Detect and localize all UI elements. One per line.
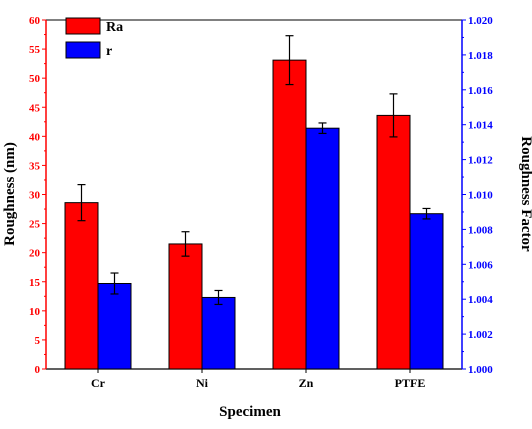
y2-axis-title: Roughness Factor	[518, 136, 532, 252]
y-axis-title: Roughness (nm)	[2, 142, 18, 246]
left-tick-label: 40	[29, 131, 41, 143]
right-tick-label: 1.018	[468, 50, 493, 62]
right-tick-label: 1.002	[468, 329, 493, 341]
x-tick-label-ni: Ni	[196, 376, 209, 390]
left-tick-label: 45	[29, 102, 41, 114]
bars-layer	[64, 59, 444, 370]
bar-r-cr	[97, 282, 132, 370]
legend-label-ra: Ra	[106, 20, 123, 35]
bar-ra-cr	[64, 202, 99, 370]
x-tick-label-cr: Cr	[91, 376, 106, 390]
legend-swatch-r	[65, 41, 101, 59]
right-axis: 1.000 1.002 1.004 1.006 1.008 1.010 1.012 1.014…	[461, 15, 493, 376]
right-tick-label: 1.020	[468, 15, 493, 27]
left-tick-label: 55	[29, 44, 41, 56]
left-tick-label: 35	[29, 160, 41, 172]
left-tick-label: 0	[35, 364, 41, 376]
bar-r-ptfe	[409, 213, 444, 370]
left-tick-label: 20	[29, 248, 41, 260]
right-tick-label: 1.000	[468, 364, 493, 376]
right-tick-label: 1.006	[468, 259, 493, 271]
right-tick-label: 1.012	[468, 155, 493, 167]
error-bars-layer	[77, 35, 431, 306]
right-tick-label: 1.004	[468, 294, 493, 306]
legend-swatch-ra	[65, 17, 101, 35]
right-tick-label: 1.008	[468, 224, 493, 236]
left-tick-label: 10	[29, 306, 41, 318]
left-axis: 0 5 10 15 20 25 30 35 40 45 50 55 60	[29, 15, 47, 376]
right-tick-label: 1.010	[468, 190, 493, 202]
left-tick-label: 60	[29, 15, 41, 27]
right-tick-label: 1.016	[468, 85, 493, 97]
legend: Ra r	[65, 17, 123, 59]
left-tick-label: 5	[35, 335, 41, 347]
bar-r-zn	[305, 127, 340, 370]
left-tick-label: 50	[29, 73, 41, 85]
left-tick-label: 25	[29, 219, 41, 231]
bar-ra-zn	[272, 59, 307, 370]
x-axis-title: Specimen	[219, 404, 281, 420]
x-tick-label-ptfe: PTFE	[395, 376, 426, 390]
legend-label-r: r	[106, 44, 112, 59]
left-tick-label: 30	[29, 190, 41, 202]
bar-ra-ptfe	[376, 114, 411, 370]
x-axis: Cr Ni Zn PTFE	[91, 369, 425, 390]
x-tick-label-zn: Zn	[299, 376, 314, 390]
bar-ra-ni	[168, 243, 203, 370]
bar-r-ni	[201, 296, 236, 370]
right-tick-label: 1.014	[468, 120, 493, 132]
left-tick-label: 15	[29, 277, 41, 289]
